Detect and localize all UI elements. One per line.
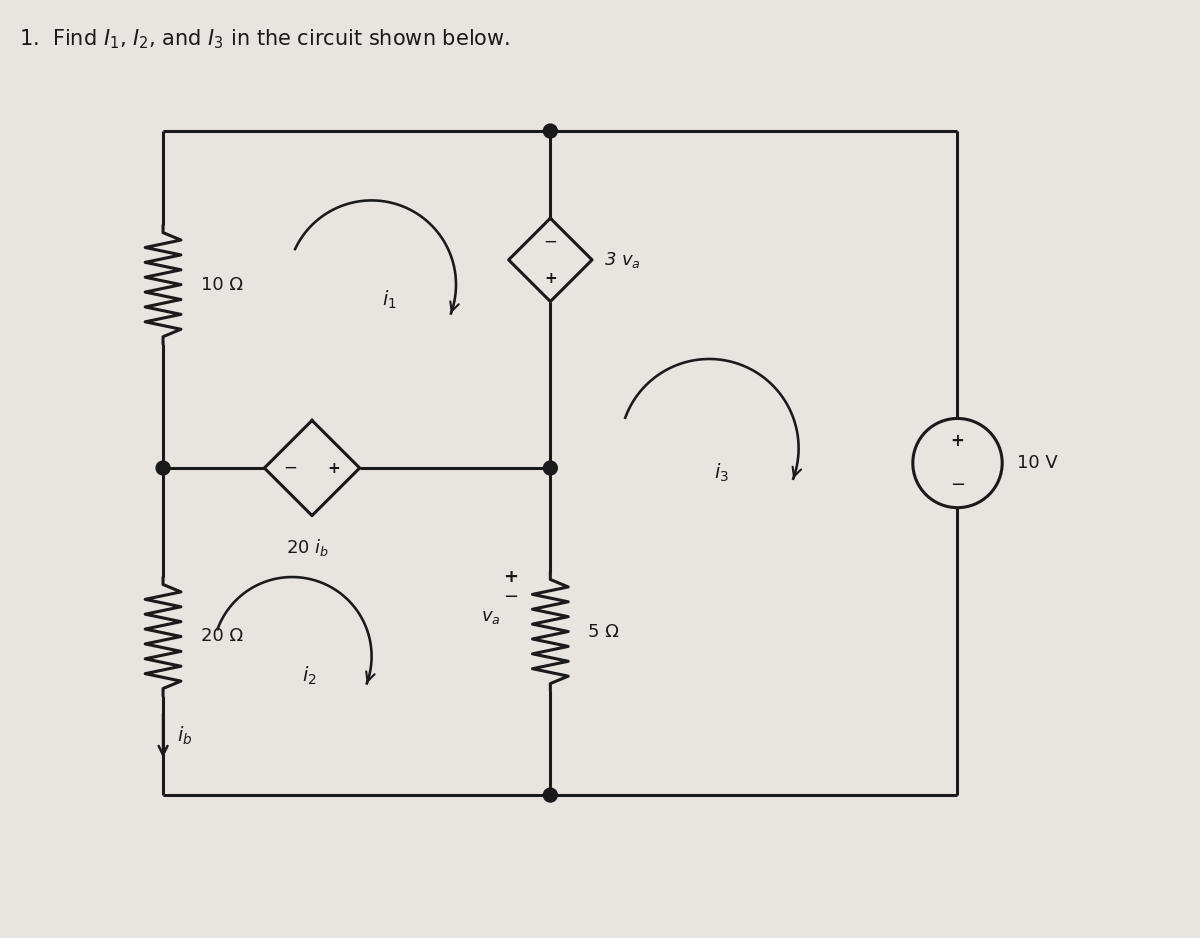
Text: 10 V: 10 V: [1018, 454, 1058, 472]
Text: 10 Ω: 10 Ω: [200, 276, 242, 294]
Circle shape: [544, 788, 557, 802]
Text: $i_2$: $i_2$: [302, 665, 317, 688]
Text: +: +: [544, 271, 557, 286]
Circle shape: [156, 461, 170, 475]
Circle shape: [544, 124, 557, 138]
Text: −: −: [283, 459, 298, 477]
Text: 20 Ω: 20 Ω: [200, 628, 242, 645]
Text: −: −: [950, 477, 965, 494]
Text: $i_1$: $i_1$: [382, 288, 396, 310]
Text: 5 Ω: 5 Ω: [588, 623, 619, 641]
Circle shape: [544, 461, 557, 475]
Text: $v_a$: $v_a$: [481, 608, 500, 626]
Text: 1.  Find $I_1$, $I_2$, and $I_3$ in the circuit shown below.: 1. Find $I_1$, $I_2$, and $I_3$ in the c…: [19, 27, 510, 51]
Text: $i_b$: $i_b$: [176, 724, 192, 747]
Text: +: +: [328, 461, 340, 476]
Text: $i_3$: $i_3$: [714, 461, 730, 484]
Text: 3 $v_a$: 3 $v_a$: [604, 250, 641, 270]
Text: +: +: [950, 431, 965, 449]
Text: −: −: [503, 588, 518, 606]
Text: −: −: [544, 232, 557, 250]
Text: +: +: [503, 568, 518, 586]
Text: 20 $i_b$: 20 $i_b$: [286, 537, 329, 558]
